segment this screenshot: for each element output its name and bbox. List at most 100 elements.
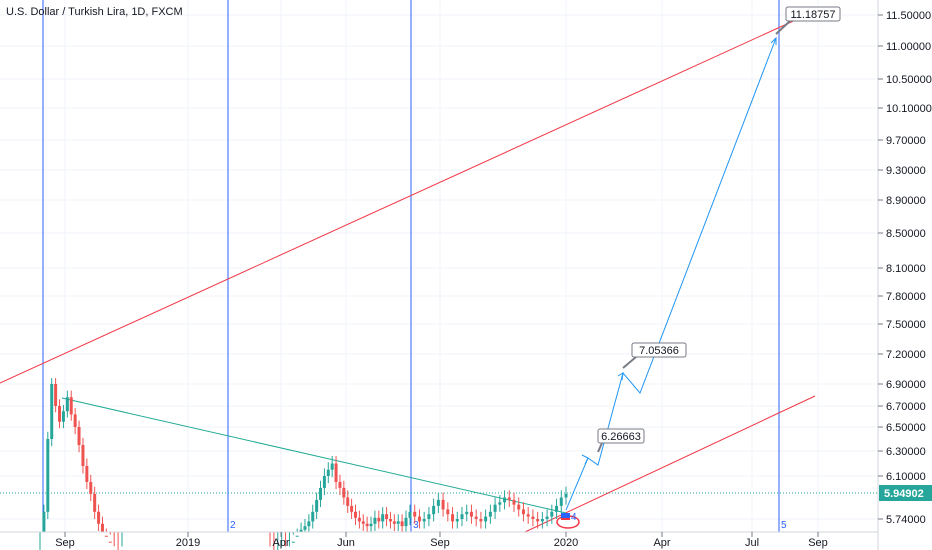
candle-body bbox=[474, 516, 478, 519]
candle-body bbox=[322, 476, 326, 488]
candle-body bbox=[373, 517, 377, 524]
candle-body bbox=[404, 517, 408, 527]
candle-body bbox=[319, 487, 323, 500]
candle-body bbox=[338, 481, 342, 488]
candle-body bbox=[97, 511, 101, 524]
projection-arrow bbox=[617, 372, 624, 381]
price-tick-label: 6.50000 bbox=[886, 422, 926, 434]
candle-body bbox=[315, 499, 319, 512]
projection-path bbox=[565, 36, 777, 511]
candle-body bbox=[455, 519, 459, 522]
candle-body bbox=[408, 511, 412, 518]
candle-body bbox=[365, 523, 369, 527]
price-tick-label: 6.10000 bbox=[886, 471, 926, 483]
price-tick-label: 7.80000 bbox=[886, 291, 926, 303]
time-tick-label: Jul bbox=[745, 537, 759, 549]
candle-body bbox=[392, 521, 396, 524]
candle-body bbox=[559, 497, 563, 506]
candle-body bbox=[446, 509, 450, 515]
callout-label: 11.18757 bbox=[790, 9, 835, 21]
candle-body bbox=[536, 519, 540, 522]
candle-body bbox=[517, 504, 521, 510]
projection-line bbox=[565, 37, 777, 511]
price-axis[interactable]: 5.74000 6.10000 6.30000 6.50000 6.70000 6.900… bbox=[878, 10, 932, 526]
flag-icon bbox=[561, 513, 570, 520]
candle-body bbox=[369, 523, 373, 527]
candle-body bbox=[564, 493, 568, 498]
candle-body bbox=[400, 521, 404, 527]
candle-body bbox=[469, 511, 473, 517]
candle-body bbox=[77, 427, 81, 445]
candle-body bbox=[42, 511, 46, 532]
price-tick-label: 6.30000 bbox=[886, 446, 926, 458]
time-tick-label: Jun bbox=[337, 537, 355, 549]
candle-body bbox=[388, 519, 392, 522]
candle-body bbox=[479, 519, 483, 522]
candle-body bbox=[498, 502, 502, 505]
price-tick-label: 9.70000 bbox=[886, 135, 926, 147]
candle-body bbox=[353, 511, 357, 518]
candle-body bbox=[488, 511, 492, 517]
candle-body bbox=[326, 469, 330, 476]
time-tick-label: Apr bbox=[272, 537, 289, 549]
candle-body bbox=[58, 406, 62, 422]
candle-body bbox=[545, 516, 549, 519]
candle-body bbox=[81, 445, 85, 466]
candle-body bbox=[307, 521, 311, 527]
candle-body bbox=[432, 505, 436, 515]
flag-label: 4 bbox=[571, 512, 577, 523]
candle-body bbox=[311, 511, 315, 522]
flag-stripe bbox=[561, 518, 570, 520]
candle-body bbox=[507, 497, 511, 500]
candle-body bbox=[417, 516, 421, 522]
price-tick-label: 10.50000 bbox=[886, 74, 932, 86]
candle-body bbox=[460, 514, 464, 519]
price-tick-label: 6.90000 bbox=[886, 379, 926, 391]
vertical-marker-label: 5 bbox=[781, 520, 787, 531]
candle-body bbox=[540, 519, 544, 522]
candle-body bbox=[521, 509, 525, 515]
current-price-tag: 5.94902 bbox=[879, 485, 932, 501]
price-tick-label: 7.50000 bbox=[886, 319, 926, 331]
current-price-tag-bg bbox=[879, 485, 932, 501]
candle-body bbox=[299, 529, 303, 532]
candle-body bbox=[342, 487, 346, 498]
candle-body bbox=[484, 516, 488, 522]
candle-body bbox=[555, 505, 559, 512]
candle-body bbox=[357, 517, 361, 522]
time-tick-label: Sep bbox=[430, 537, 450, 549]
flag-marker: 4 bbox=[556, 512, 580, 529]
candle-body bbox=[550, 511, 554, 517]
candle-body bbox=[89, 481, 93, 494]
callout-pointer bbox=[622, 356, 637, 369]
trend-lines bbox=[0, 17, 816, 533]
candle-body bbox=[303, 526, 307, 530]
candle-body bbox=[334, 463, 338, 482]
callout-label: 6.26663 bbox=[601, 431, 641, 443]
candle-body bbox=[46, 439, 50, 512]
upper-channel-line bbox=[0, 17, 801, 384]
candle-body bbox=[493, 504, 497, 512]
chart-title: U.S. Dollar / Turkish Lira, 1D, FXCM bbox=[6, 6, 183, 18]
candle-body bbox=[65, 397, 69, 412]
candle-body bbox=[93, 493, 97, 512]
candle-body bbox=[396, 521, 400, 524]
vertical-markers: 2 3 5 bbox=[42, 0, 787, 532]
time-tick-label: Sep bbox=[55, 537, 75, 549]
time-tick-label: 2019 bbox=[176, 537, 200, 549]
time-tick-label: 2020 bbox=[554, 537, 578, 549]
candle-body bbox=[50, 384, 54, 439]
candle-body bbox=[361, 521, 365, 524]
candle-body bbox=[451, 514, 455, 522]
price-tick-label: 6.70000 bbox=[886, 401, 926, 413]
callout-box bbox=[785, 6, 841, 22]
candle-body bbox=[69, 397, 73, 415]
time-axis[interactable]: Sep 2019 Apr Jun Sep 2020 Apr Jul Sep bbox=[55, 532, 828, 549]
callout-pointer bbox=[775, 20, 791, 35]
vertical-marker-label: 2 bbox=[230, 520, 236, 531]
candle-body bbox=[377, 517, 381, 522]
candle-body bbox=[295, 535, 299, 537]
candle-body bbox=[531, 516, 535, 519]
current-price-label: 5.94902 bbox=[884, 488, 924, 500]
